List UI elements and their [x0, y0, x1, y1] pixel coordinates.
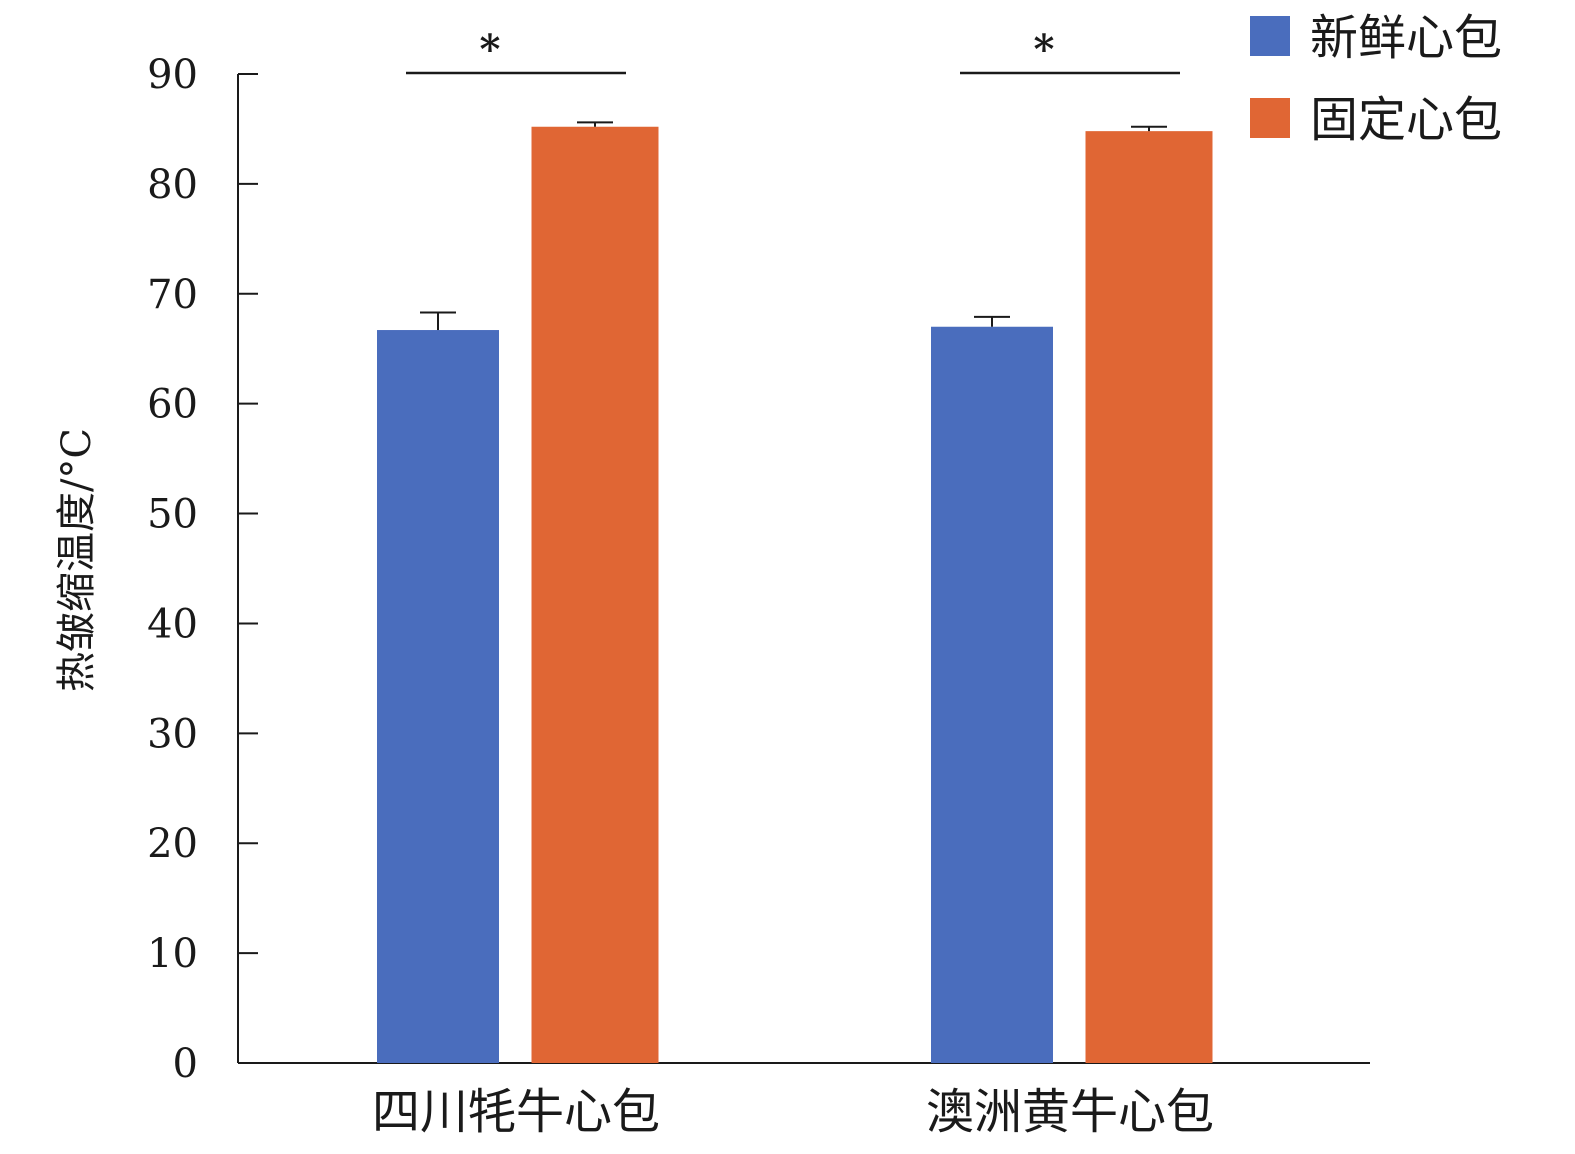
y-tick-label: 80 — [147, 162, 198, 208]
y-tick-label: 30 — [147, 711, 198, 757]
bar — [931, 326, 1053, 1063]
y-tick-label: 0 — [173, 1041, 198, 1087]
y-tick-label: 10 — [147, 931, 198, 977]
legend-swatch — [1250, 98, 1290, 138]
y-axis-label: 热皱缩温度/°C — [54, 428, 100, 692]
bar — [531, 126, 659, 1064]
x-category-label: 四川牦牛心包 — [372, 1084, 660, 1140]
y-tick-label: 70 — [147, 272, 198, 318]
y-tick-label: 20 — [147, 821, 198, 867]
significance-marker: * — [480, 26, 501, 73]
significance-marker: * — [1034, 26, 1055, 73]
y-tick-label: 90 — [147, 52, 198, 98]
legend-label: 固定心包 — [1310, 92, 1502, 148]
bar — [377, 330, 499, 1063]
legend-swatch — [1250, 16, 1290, 56]
y-tick-label: 50 — [147, 492, 198, 538]
x-category-label: 澳洲黄牛心包 — [926, 1084, 1214, 1140]
y-tick-label: 60 — [147, 382, 198, 428]
legend-label: 新鲜心包 — [1310, 10, 1502, 66]
y-tick-label: 40 — [147, 601, 198, 647]
bar — [1085, 131, 1213, 1064]
